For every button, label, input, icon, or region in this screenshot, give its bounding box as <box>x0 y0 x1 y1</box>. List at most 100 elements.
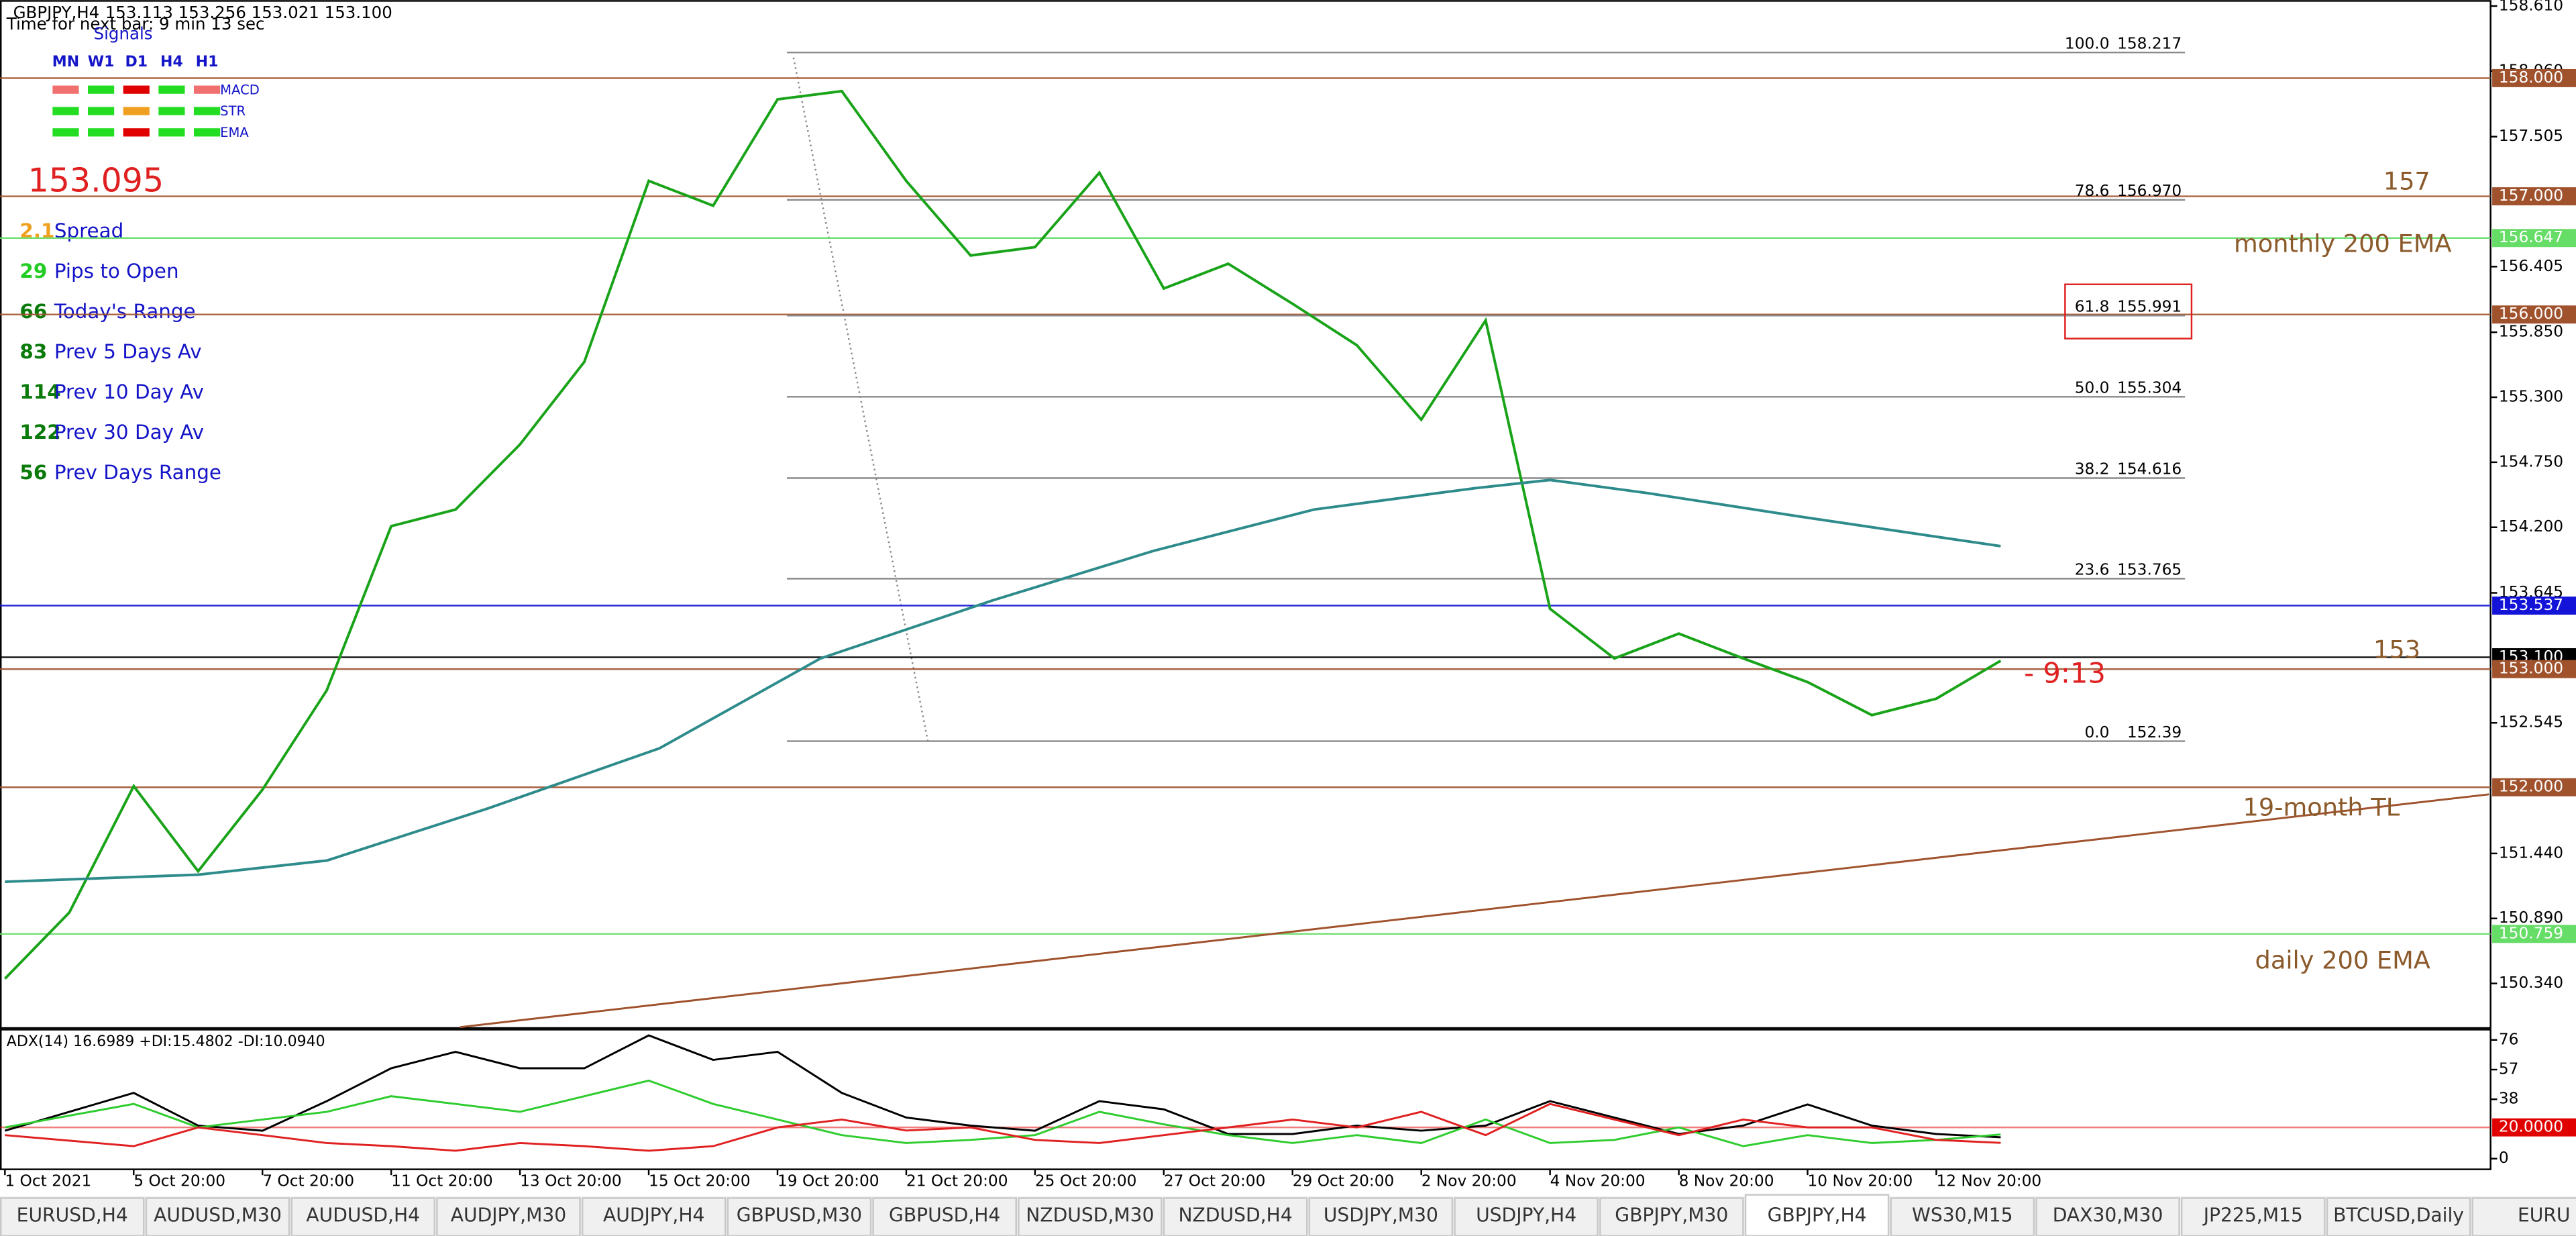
tab-label[interactable]: NZDUSD,H4 <box>1179 1204 1293 1226</box>
signal-cell <box>123 107 150 115</box>
fib-price: 154.616 <box>2117 460 2182 478</box>
signal-cell <box>123 128 150 137</box>
tab[interactable] <box>0 1197 145 1236</box>
tab-label[interactable]: USDJPY,M30 <box>1324 1204 1438 1226</box>
tab-label[interactable]: AUDJPY,H4 <box>603 1204 704 1226</box>
x-tick-label: 21 Oct 20:00 <box>906 1172 1008 1190</box>
y-tick-label: 151.440 <box>2499 843 2563 862</box>
tab-label[interactable]: AUDUSD,H4 <box>306 1204 420 1226</box>
level-label: 153.537 <box>2499 596 2563 614</box>
signal-cell <box>158 107 185 115</box>
signal-cell <box>52 107 79 115</box>
tab-label[interactable]: GBPUSD,M30 <box>737 1204 862 1226</box>
y-tick-label: 152.545 <box>2499 713 2563 731</box>
level-label: 157.000 <box>2499 187 2563 205</box>
fib-ratio: 100.0 <box>2065 34 2110 52</box>
tab[interactable] <box>727 1197 872 1236</box>
tab[interactable] <box>1454 1197 1599 1236</box>
y-tick-label: 158.610 <box>2499 0 2563 14</box>
tab-label[interactable]: EURU <box>2518 1204 2571 1226</box>
tab-label[interactable]: USDJPY,H4 <box>1476 1204 1576 1226</box>
x-tick-label: 13 Oct 20:00 <box>520 1172 622 1190</box>
tab[interactable] <box>2035 1197 2180 1236</box>
fib-ratio: 78.6 <box>2075 182 2110 200</box>
y-tick-label: 150.340 <box>2499 974 2563 992</box>
x-tick-label: 1 Oct 2021 <box>5 1172 91 1190</box>
tab[interactable] <box>290 1197 435 1236</box>
signal-cell <box>88 128 115 137</box>
level-label: 158.000 <box>2499 68 2563 87</box>
tab-label[interactable]: GBPUSD,H4 <box>889 1204 1000 1226</box>
trendline <box>460 793 2489 1029</box>
fib-ratio: 38.2 <box>2075 460 2110 478</box>
x-tick-label: 2 Nov 20:00 <box>1421 1172 1517 1190</box>
tab[interactable] <box>2471 1197 2576 1236</box>
tab[interactable] <box>1890 1197 2035 1236</box>
level-label: 153.000 <box>2499 660 2563 678</box>
x-tick-label: 11 Oct 20:00 <box>391 1172 493 1190</box>
x-tick-label: 10 Nov 20:00 <box>1808 1172 1913 1190</box>
level-box <box>2492 778 2576 796</box>
stat-value: 29 <box>19 260 47 282</box>
x-tick-label: 8 Nov 20:00 <box>1679 1172 1774 1190</box>
stat-label: Prev 10 Day Av <box>54 380 204 403</box>
y-tick-label: 150.890 <box>2499 909 2563 927</box>
annotation: monthly 200 EMA <box>2234 229 2452 258</box>
x-tick-label: 7 Oct 20:00 <box>262 1172 354 1190</box>
x-tick-label: 19 Oct 20:00 <box>777 1172 879 1190</box>
level-box <box>2492 187 2576 206</box>
x-tick-label: 25 Oct 20:00 <box>1035 1172 1137 1190</box>
y-tick-label: 155.300 <box>2499 387 2563 405</box>
signal-cell <box>88 107 115 115</box>
y-tick-label: 156.405 <box>2499 257 2563 275</box>
tab-label[interactable]: AUDUSD,M30 <box>154 1204 282 1226</box>
y-tick-label: 155.850 <box>2499 323 2563 341</box>
tab-label[interactable]: NZDUSD,M30 <box>1026 1204 1154 1226</box>
y-tick-label: 0 <box>2499 1149 2509 1167</box>
stat-value: 122 <box>19 421 60 444</box>
x-tick-label: 27 Oct 20:00 <box>1164 1172 1266 1190</box>
tab-label[interactable]: GBPJPY,H4 <box>1768 1204 1867 1226</box>
annotation: 157 <box>2383 167 2430 196</box>
tab-label[interactable]: BTCUSD,Daily <box>2333 1204 2464 1226</box>
level-box <box>2492 597 2576 615</box>
bid-price: 153.095 <box>28 162 164 200</box>
tab[interactable] <box>1599 1197 1744 1236</box>
x-tick-label: 4 Nov 20:00 <box>1550 1172 1646 1190</box>
y-tick-label: 57 <box>2499 1060 2519 1078</box>
level-box <box>2492 305 2576 324</box>
signals-title: Signals <box>94 24 153 44</box>
main-plot-frame <box>0 0 2491 1029</box>
level-box <box>2492 660 2576 678</box>
tab[interactable] <box>1744 1194 1890 1236</box>
stat-label: Pips to Open <box>54 260 179 282</box>
symbol-header: GBPJPY,H4 <box>13 3 100 22</box>
level-label: 20.0000 <box>2499 1118 2563 1136</box>
tab[interactable] <box>2326 1197 2471 1236</box>
signal-cell <box>88 85 115 94</box>
stat-label: Prev 30 Day Av <box>54 421 204 444</box>
series-line <box>5 1102 2001 1152</box>
tab-label[interactable]: EURUSD,H4 <box>17 1204 128 1226</box>
tab-label[interactable]: AUDJPY,M30 <box>451 1204 567 1226</box>
stat-label: Prev 5 Days Av <box>54 340 202 363</box>
x-tick-label: 12 Nov 20:00 <box>1936 1172 2041 1190</box>
stat-label: Today's Range <box>54 300 196 323</box>
signal-cell <box>52 128 79 137</box>
level-box <box>2492 229 2576 248</box>
stat-value: 114 <box>19 380 60 403</box>
fib-highlight <box>2064 283 2193 340</box>
tab-label[interactable]: DAX30,M30 <box>2053 1204 2163 1226</box>
level-box <box>2492 1118 2576 1137</box>
tab-label[interactable]: JP225,M15 <box>2202 1204 2303 1226</box>
y-tick-label: 157.505 <box>2499 127 2563 145</box>
tab-label[interactable]: WS30,M15 <box>1912 1204 2013 1226</box>
tab-label[interactable]: GBPJPY,M30 <box>1615 1204 1728 1226</box>
fib-ratio: 61.8 <box>2075 298 2110 316</box>
tab[interactable] <box>1308 1197 1454 1236</box>
tab[interactable] <box>145 1197 290 1236</box>
level-label: 156.647 <box>2499 228 2563 246</box>
y-tick-label: 76 <box>2499 1030 2519 1048</box>
